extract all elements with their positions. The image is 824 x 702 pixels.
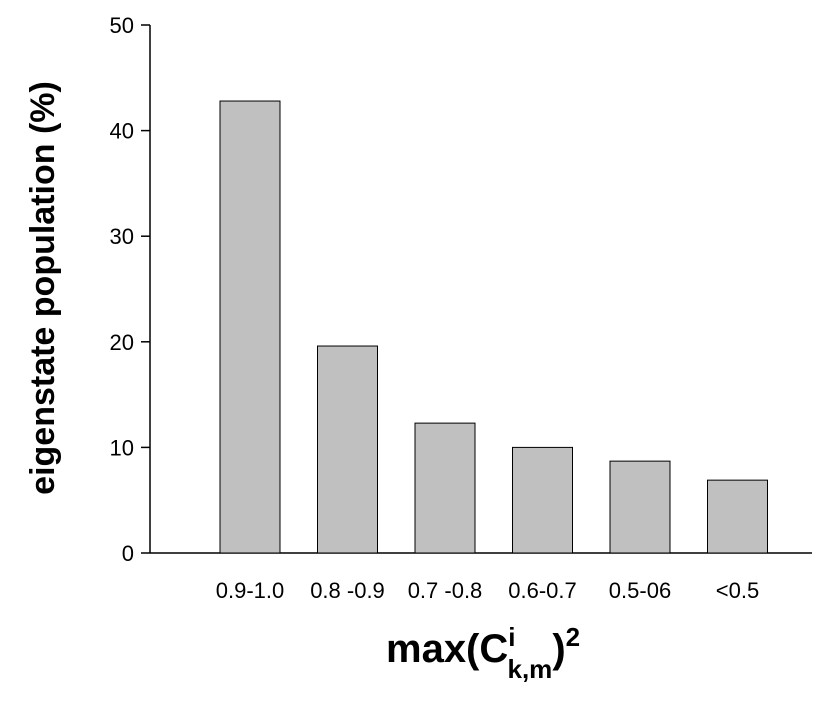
bar (317, 345, 378, 554)
y-tick-label: 30 (110, 224, 134, 249)
x-label-subscript: k,m (508, 654, 553, 684)
x-label-close: ) (552, 627, 565, 671)
y-tick-label: 0 (122, 541, 134, 566)
x-label-base: max(C (386, 627, 508, 671)
x-tick-label: 0.8 -0.9 (310, 578, 385, 603)
bar (414, 422, 476, 554)
y-ticks: 0 10 20 30 40 50 (110, 13, 150, 566)
x-label-superscript: i (508, 622, 515, 652)
bar (707, 479, 768, 554)
x-tick-label: <0.5 (716, 578, 759, 603)
x-axis-label: max(Ci k,m)2 (386, 622, 580, 684)
x-tick-label: 0.6-0.7 (508, 578, 577, 603)
y-tick-label: 50 (110, 13, 134, 38)
bar (512, 446, 573, 554)
y-tick-label: 40 (110, 119, 134, 144)
x-tick-label: 0.5-06 (609, 578, 671, 603)
y-tick-label: 20 (110, 330, 134, 355)
x-tick-label: 0.7 -0.8 (408, 578, 483, 603)
y-axis-label: eigenstate population (%) (24, 81, 62, 495)
x-tick-label: 0.9-1.0 (216, 578, 285, 603)
bars (219, 100, 768, 554)
bar (609, 460, 671, 554)
bar (219, 100, 281, 554)
y-tick-label: 10 (110, 435, 134, 460)
x-tick-labels: 0.9-1.0 0.8 -0.9 0.7 -0.8 0.6-0.7 0.5-06 <0.5 (216, 578, 759, 603)
x-label-power: 2 (566, 622, 580, 652)
